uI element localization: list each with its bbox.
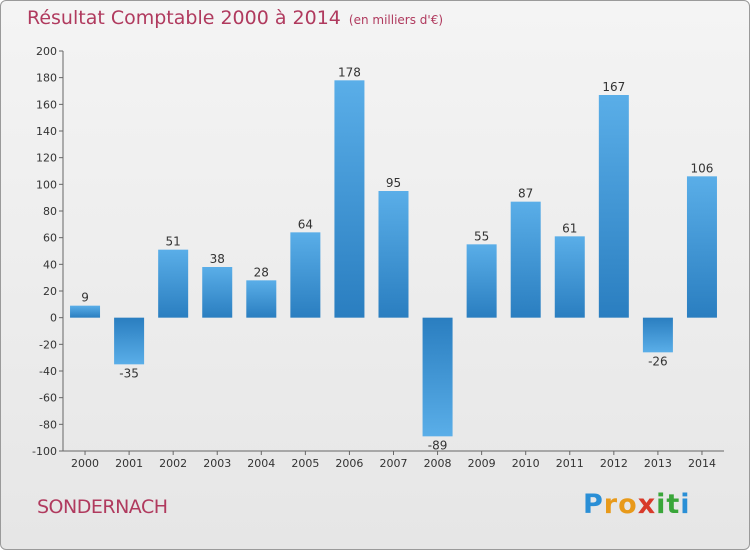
- x-tick-label: 2009: [468, 457, 496, 470]
- y-tick-label: -20: [39, 338, 57, 351]
- chart-title-unit: (en milliers d'€): [348, 13, 444, 27]
- bar-value-label: 64: [298, 217, 313, 231]
- x-tick-label: 2000: [71, 457, 99, 470]
- bar: [686, 176, 717, 318]
- bar: [334, 80, 365, 318]
- logo-letter: o: [618, 489, 638, 520]
- x-tick-label: 2013: [644, 457, 672, 470]
- bar-value-label: 167: [602, 80, 625, 94]
- y-tick-label: 40: [43, 258, 57, 271]
- bar: [114, 317, 145, 365]
- bar: [202, 267, 233, 318]
- y-tick-label: 80: [43, 205, 57, 218]
- y-tick-label: 160: [36, 98, 57, 111]
- y-tick-label: 0: [50, 312, 57, 325]
- logo-letter: P: [583, 489, 604, 520]
- x-tick-label: 2014: [688, 457, 716, 470]
- bar-value-label: 38: [210, 252, 225, 266]
- bar: [642, 317, 673, 353]
- logo-letter: i: [680, 489, 691, 520]
- x-tick-label: 2007: [380, 457, 408, 470]
- bar-value-label: 106: [691, 161, 714, 175]
- bar: [510, 201, 541, 318]
- y-tick-label: 60: [43, 232, 57, 245]
- x-tick-label: 2010: [512, 457, 540, 470]
- proxiti-logo[interactable]: Proxiti: [583, 489, 691, 520]
- bar: [290, 232, 321, 318]
- bar-value-label: -26: [648, 354, 668, 368]
- bar: [158, 249, 189, 318]
- x-tick-label: 2008: [424, 457, 452, 470]
- x-tick-label: 2005: [291, 457, 319, 470]
- bar-value-label: 178: [338, 65, 361, 79]
- y-tick-label: -100: [32, 445, 57, 458]
- y-tick-label: 20: [43, 285, 57, 298]
- y-tick-label: -60: [39, 392, 57, 405]
- y-tick-label: 200: [36, 45, 57, 58]
- chart-title-text: Résultat Comptable 2000 à 2014: [27, 7, 341, 29]
- x-tick-label: 2001: [115, 457, 143, 470]
- y-tick-label: 180: [36, 72, 57, 85]
- logo-letter: r: [603, 489, 619, 520]
- bar-value-label: 55: [474, 229, 489, 243]
- bar-value-label: 28: [254, 265, 269, 279]
- x-tick-label: 2004: [247, 457, 275, 470]
- x-tick-label: 2012: [600, 457, 628, 470]
- bar: [598, 95, 629, 318]
- y-tick-label: -80: [39, 418, 57, 431]
- commune-name: SONDERNACH: [37, 496, 168, 518]
- bar: [466, 244, 497, 318]
- bar: [554, 236, 585, 318]
- bar-value-label: 61: [562, 221, 577, 235]
- y-tick-label: -40: [39, 365, 57, 378]
- logo-letter: x: [637, 489, 657, 520]
- bar: [246, 280, 277, 318]
- bar-value-label: 87: [518, 187, 533, 201]
- bar-value-label: -89: [428, 438, 448, 452]
- bar: [422, 317, 453, 437]
- bar: [70, 305, 101, 318]
- bar-value-label: 95: [386, 176, 401, 190]
- logo-letter: i: [656, 489, 667, 520]
- y-tick-label: 100: [36, 178, 57, 191]
- bar-value-label: 51: [166, 235, 181, 249]
- x-tick-label: 2003: [203, 457, 231, 470]
- logo-letter: t: [666, 489, 681, 520]
- y-tick-label: 140: [36, 125, 57, 138]
- x-tick-label: 2006: [335, 457, 363, 470]
- x-tick-label: 2011: [556, 457, 584, 470]
- bar-value-label: -35: [119, 366, 139, 380]
- y-tick-label: 120: [36, 152, 57, 165]
- bar-value-label: 9: [81, 291, 89, 305]
- x-tick-label: 2002: [159, 457, 187, 470]
- chart-title: Résultat Comptable 2000 à 2014 (en millie…: [27, 7, 443, 29]
- bar: [378, 191, 409, 318]
